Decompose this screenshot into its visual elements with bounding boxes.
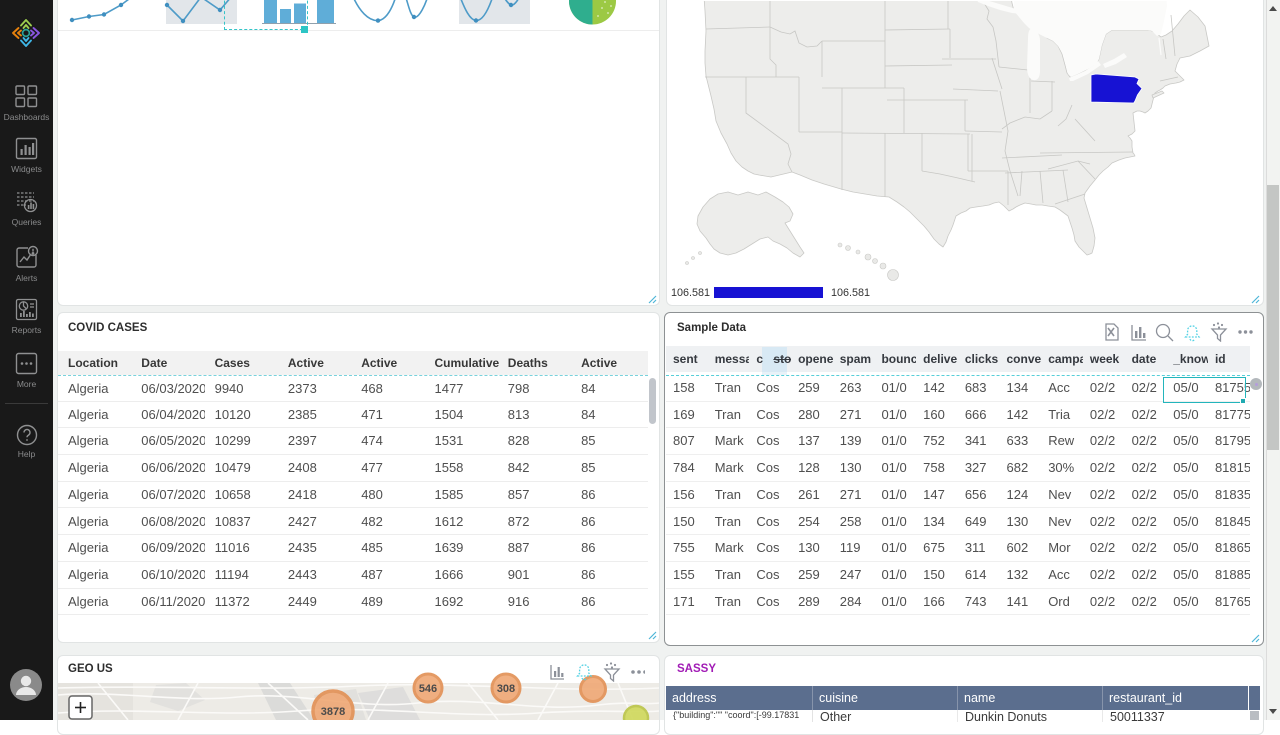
svg-text:3878: 3878 bbox=[321, 706, 345, 718]
svg-text:546: 546 bbox=[419, 683, 437, 695]
svg-text:308: 308 bbox=[497, 683, 515, 695]
svg-text:106.581: 106.581 bbox=[671, 287, 710, 299]
svg-text:106.581: 106.581 bbox=[831, 287, 870, 299]
